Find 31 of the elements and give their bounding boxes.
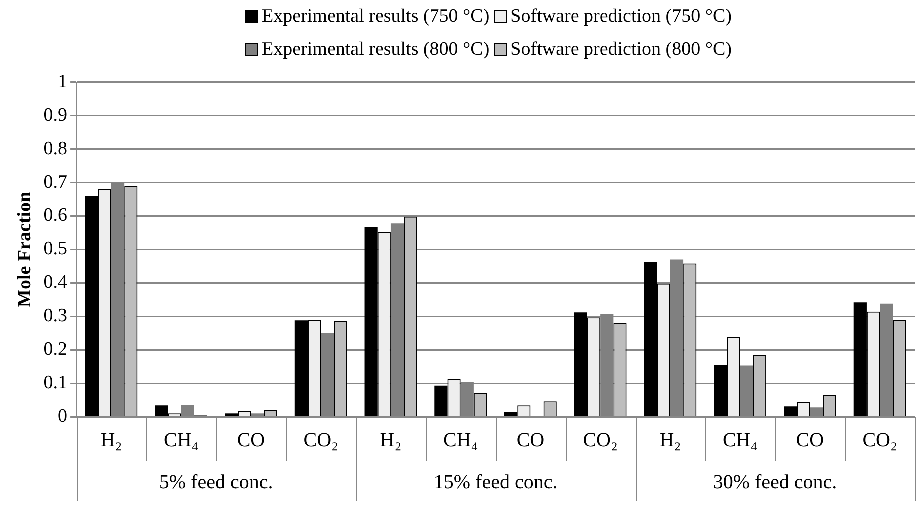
x-tick-label: H₂	[660, 429, 682, 452]
x-tick-label: CO	[796, 429, 824, 452]
y-tick-label: 0.3	[44, 306, 68, 327]
x-tick-label: CH₄	[443, 429, 478, 452]
y-tick-label: 0.4	[44, 272, 68, 294]
x-tick-label: H₂	[100, 429, 122, 452]
legend-label: Experimental results (800 °C)	[261, 39, 490, 62]
y-tick-label: 1	[58, 71, 68, 92]
x-tick-label: H₂	[380, 429, 402, 452]
y-tick-label: 0.2	[44, 339, 68, 360]
y-tick-label: 0.7	[44, 172, 68, 193]
text: 15% feed conc.	[434, 471, 558, 494]
legend-label: Software prediction (750 °C)	[510, 6, 732, 29]
y-tick-label: 0.6	[44, 205, 68, 226]
x-tick-label: CO	[516, 429, 545, 452]
legend-label: Experimental results (750 °C)	[261, 6, 490, 29]
x-tick-label: CO₂	[304, 429, 338, 452]
y-tick-label: 0.1	[44, 372, 68, 394]
y-tick-label: 0.5	[44, 238, 68, 260]
x-tick-label: CH₄	[164, 429, 199, 452]
y-tick-label: 0.9	[44, 104, 68, 126]
x-tick-label: CO₂	[862, 429, 898, 452]
x-tick-label: CO₂	[583, 429, 618, 452]
legend-label: Software prediction (800 °C)	[510, 39, 732, 62]
x-tick-label: CO	[237, 429, 266, 452]
text: 5% feed conc.	[159, 471, 274, 494]
y-tick-label: 0.8	[44, 138, 68, 160]
text: 30% feed conc.	[713, 471, 838, 494]
x-tick-label: CH₄	[722, 429, 758, 452]
y-axis-title: Mole Fraction	[14, 192, 36, 308]
y-tick-label: 0	[58, 406, 68, 427]
